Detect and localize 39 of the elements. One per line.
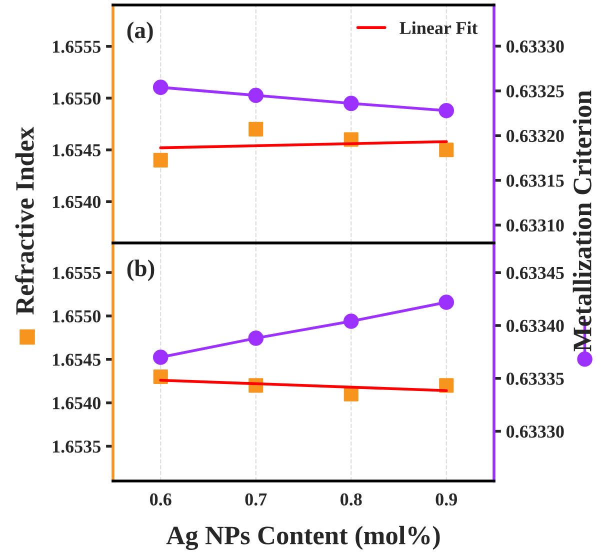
point [343,96,359,112]
point [152,350,168,365]
y-tick-label: 1.6535 [52,440,101,453]
annotation: (b) [127,260,154,282]
y2-axis-title: Metallization Criterion [572,90,592,352]
y-tick-label: 1.6545 [52,144,101,156]
point [439,142,454,158]
y-axis-title: Refractive Index [15,126,34,315]
y2-tick-label: 0.63345 [506,266,564,280]
y-tick-label: 1.6550 [52,310,101,322]
y-tick-label: 1.6555 [52,266,101,280]
y2-tick-label: 0.63325 [506,85,564,98]
y2-tick-label: 0.63315 [506,174,564,187]
point [248,122,264,136]
point [248,330,264,346]
y2-tick-label: 0.63320 [506,130,564,142]
y-tick-label: 1.6540 [52,196,101,208]
x-tick-label: 0.9 [436,493,458,506]
x-tick-label: 0.8 [340,493,362,506]
point [343,314,359,329]
y2-tick-label: 0.63330 [506,426,564,438]
y2-tick-label: 0.63340 [506,320,564,332]
y-tick-label: 1.6555 [52,40,101,53]
y2-tick-label: 0.63335 [506,372,564,385]
y-tick-label: 1.6550 [52,92,101,105]
legend-label: Linear Fit [400,21,478,34]
x-tick-label: 0.7 [245,493,267,506]
y2-tick-label: 0.63330 [506,40,564,53]
point [438,102,454,118]
point [153,152,168,168]
y2-tick-label: 0.63310 [506,219,564,232]
y-tick-label: 1.6545 [52,354,101,366]
point [152,80,168,95]
x-tick-label: 0.6 [150,493,172,506]
point [248,88,264,104]
y-tick-label: 1.6540 [52,397,101,410]
point [438,294,454,310]
annotation: (a) [127,22,153,44]
x-axis-title: Ag NPs Content (mol%) [166,526,440,550]
